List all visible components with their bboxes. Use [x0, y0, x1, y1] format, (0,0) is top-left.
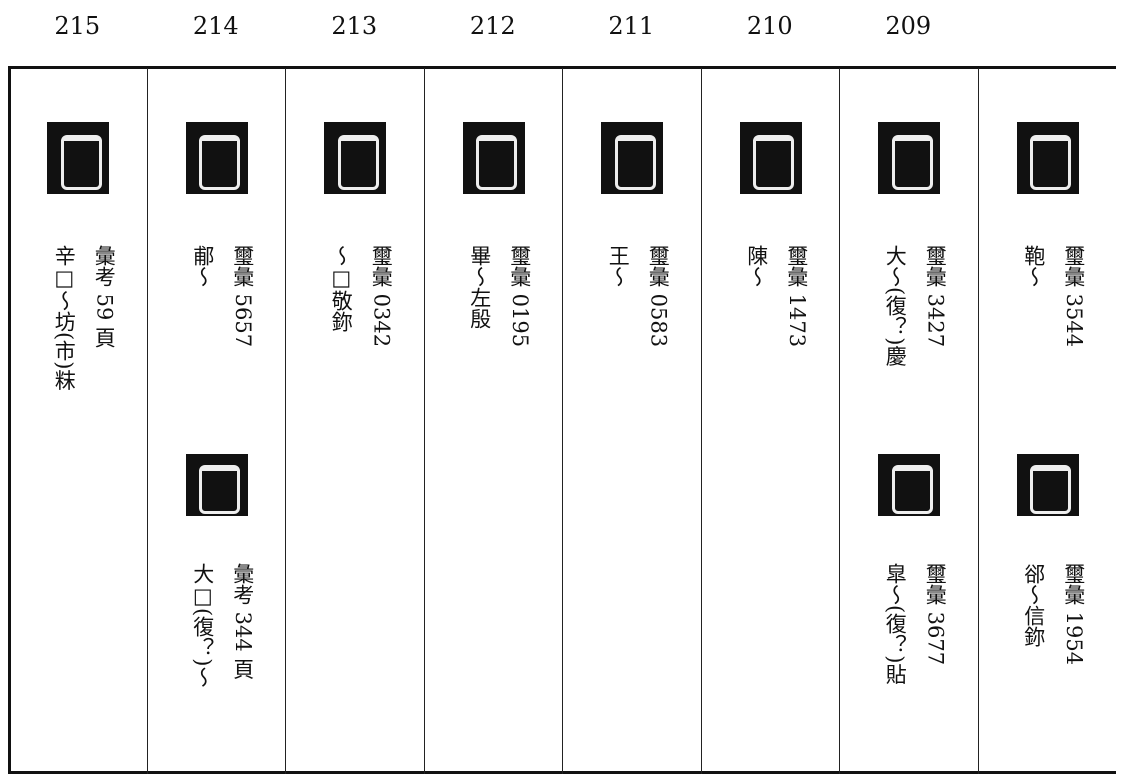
column-number: 210: [746, 12, 793, 40]
seal-reading: 陳～: [744, 245, 769, 287]
seal-reading: 畢～左殷: [467, 245, 492, 329]
column-number: 209: [885, 12, 932, 40]
seal-image: [878, 122, 941, 194]
column-divider: [146, 68, 148, 774]
source-reference: 璽彙 1954: [1061, 563, 1086, 666]
source-reference: 璽彙 5657: [230, 245, 255, 348]
source-reference: 彙考 59 頁: [92, 245, 117, 349]
seal-image: [47, 122, 110, 194]
seal-reading: 郙～: [190, 245, 215, 287]
column-divider: [285, 68, 286, 774]
seal-image: [601, 122, 664, 194]
column-divider: [977, 68, 979, 774]
column-divider: [839, 68, 840, 774]
source-reference: 璽彙 3544: [1061, 245, 1086, 348]
source-reference: 璽彙 3427: [923, 245, 948, 348]
column-number: 215: [54, 12, 101, 40]
seal-image: [324, 122, 387, 194]
seal-image: [185, 122, 248, 194]
source-reference: 璽彙 0583: [646, 245, 671, 348]
column-number: 212: [469, 12, 516, 40]
seal-image: [1016, 122, 1079, 194]
seal-reading: ～□敬鉨: [329, 245, 354, 332]
seal-reading: 鞄～: [1021, 245, 1046, 287]
seal-image: [878, 454, 941, 516]
source-reference: 璽彙 0195: [507, 245, 532, 348]
seal-reading: 郤～信鉨: [1021, 563, 1046, 647]
source-reference: 彙考 344 頁: [230, 563, 255, 680]
seal-reading: 王～: [606, 245, 631, 287]
seal-image: [739, 122, 802, 194]
column-number: 214: [192, 12, 239, 40]
seal-image: [462, 122, 525, 194]
source-reference: 璽彙 3677: [923, 563, 948, 666]
column-number: 211: [608, 12, 655, 40]
seal-reading: 皐～(復？)貼: [883, 563, 908, 685]
seal-image: [185, 454, 248, 516]
column-number: 213: [331, 12, 378, 40]
seal-image: [1016, 454, 1079, 516]
seal-reading: 大□(復？)～: [190, 563, 215, 688]
seal-reading: 大～(復？)慶: [883, 245, 908, 367]
column-divider: [700, 68, 702, 774]
column-divider: [423, 68, 425, 774]
source-reference: 璽彙 0342: [369, 245, 394, 348]
source-reference: 璽彙 1473: [784, 245, 809, 348]
seal-reading: 辛□～坊(市)粖: [52, 245, 77, 391]
column-divider: [562, 68, 563, 774]
